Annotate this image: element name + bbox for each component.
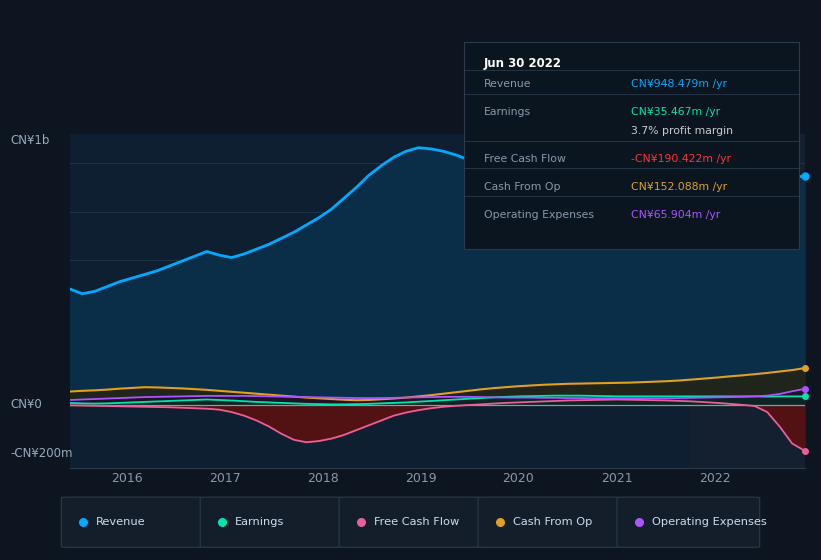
Text: Operating Expenses: Operating Expenses — [484, 210, 594, 220]
Text: CN¥1b: CN¥1b — [11, 134, 50, 147]
Text: CN¥948.479m /yr: CN¥948.479m /yr — [631, 80, 727, 89]
Text: Free Cash Flow: Free Cash Flow — [484, 154, 566, 164]
Text: Free Cash Flow: Free Cash Flow — [374, 517, 459, 527]
Text: CN¥0: CN¥0 — [11, 398, 43, 412]
Text: CN¥35.467m /yr: CN¥35.467m /yr — [631, 108, 721, 117]
Text: CN¥65.904m /yr: CN¥65.904m /yr — [631, 210, 721, 220]
Text: -CN¥190.422m /yr: -CN¥190.422m /yr — [631, 154, 732, 164]
Text: Cash From Op: Cash From Op — [484, 182, 561, 192]
Bar — [690, 134, 805, 468]
FancyBboxPatch shape — [339, 497, 482, 547]
Text: Earnings: Earnings — [484, 108, 531, 117]
Text: 3.7% profit margin: 3.7% profit margin — [631, 126, 733, 136]
Text: Operating Expenses: Operating Expenses — [652, 517, 767, 527]
Text: Revenue: Revenue — [96, 517, 145, 527]
Text: Earnings: Earnings — [235, 517, 284, 527]
FancyBboxPatch shape — [478, 497, 621, 547]
Text: CN¥152.088m /yr: CN¥152.088m /yr — [631, 182, 727, 192]
FancyBboxPatch shape — [617, 497, 759, 547]
FancyBboxPatch shape — [200, 497, 343, 547]
Text: Cash From Op: Cash From Op — [513, 517, 592, 527]
Text: Jun 30 2022: Jun 30 2022 — [484, 57, 562, 69]
FancyBboxPatch shape — [62, 497, 204, 547]
Text: Revenue: Revenue — [484, 80, 531, 89]
Text: -CN¥200m: -CN¥200m — [11, 447, 73, 460]
